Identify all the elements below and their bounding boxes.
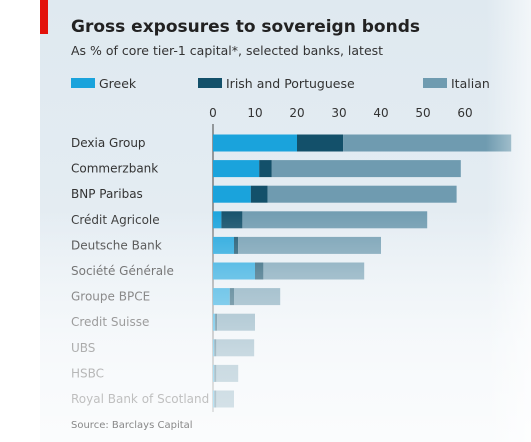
x-tick-label-50: 50 (415, 106, 430, 120)
bar-irish-and-portuguese-credit-agricole (221, 211, 243, 229)
bar-italian-deutsche-bank (238, 236, 381, 254)
bar-greek-deutsche-bank (213, 236, 234, 254)
bar-greek-credit-agricole (213, 211, 222, 229)
x-tick-label-40: 40 (373, 106, 388, 120)
category-label-credit-suisse: Credit Suisse (71, 315, 149, 329)
bar-greek-societe-generale (213, 262, 255, 280)
bar-greek-hsbc (213, 364, 215, 382)
bar-irish-and-portuguese-bnp-paribas (250, 185, 268, 203)
bar-italian-credit-suisse (217, 313, 255, 331)
x-tick-label-60: 60 (457, 106, 472, 120)
bar-irish-and-portuguese-royal-bank-of-scotland (214, 390, 217, 408)
category-label-royal-bank-of-scotland: Royal Bank of Scotland (71, 392, 209, 406)
bar-italian-hsbc (216, 364, 239, 382)
bar-italian-commerzbank (271, 160, 461, 178)
bar-irish-and-portuguese-ubs (214, 339, 217, 357)
bar-italian-groupe-bpce (234, 288, 281, 306)
bar-irish-and-portuguese-dexia-group (297, 134, 344, 152)
category-label-dexia-group: Dexia Group (71, 136, 146, 150)
bar-italian-bnp-paribas (267, 185, 457, 203)
bar-italian-societe-generale (263, 262, 365, 280)
bar-greek-credit-suisse (213, 313, 216, 331)
bar-irish-and-portuguese-commerzbank (259, 160, 272, 178)
bar-irish-and-portuguese-deutsche-bank (234, 236, 239, 254)
bar-greek-royal-bank-of-scotland (213, 390, 215, 408)
x-tick-label-30: 30 (331, 106, 346, 120)
category-label-commerzbank: Commerzbank (71, 162, 158, 176)
category-label-bnp-paribas: BNP Paribas (71, 187, 143, 201)
bar-irish-and-portuguese-credit-suisse (215, 313, 218, 331)
bar-italian-ubs (216, 339, 255, 357)
bar-greek-groupe-bpce (213, 288, 230, 306)
category-label-hsbc: HSBC (71, 366, 104, 380)
bar-irish-and-portuguese-societe-generale (255, 262, 264, 280)
bar-greek-dexia-group (213, 134, 297, 152)
x-tick-label-0: 0 (209, 106, 217, 120)
bar-greek-ubs (213, 339, 215, 357)
bar-greek-commerzbank (213, 160, 260, 178)
category-label-ubs: UBS (71, 341, 95, 355)
category-label-societe-generale: Société Générale (71, 264, 174, 278)
category-label-groupe-bpce: Groupe BPCE (71, 290, 150, 304)
bar-greek-bnp-paribas (213, 185, 251, 203)
x-tick-label-20: 20 (289, 106, 304, 120)
bar-irish-and-portuguese-hsbc (214, 364, 217, 382)
bar-italian-royal-bank-of-scotland (216, 390, 234, 408)
bar-irish-and-portuguese-groupe-bpce (229, 288, 234, 306)
bar-italian-credit-agricole (242, 211, 428, 229)
category-label-credit-agricole: Crédit Agricole (71, 213, 160, 227)
x-tick-label-10: 10 (247, 106, 262, 120)
bar-italian-dexia-group (343, 134, 512, 152)
category-label-deutsche-bank: Deutsche Bank (71, 238, 162, 252)
source-note: Source: Barclays Capital (71, 420, 193, 431)
